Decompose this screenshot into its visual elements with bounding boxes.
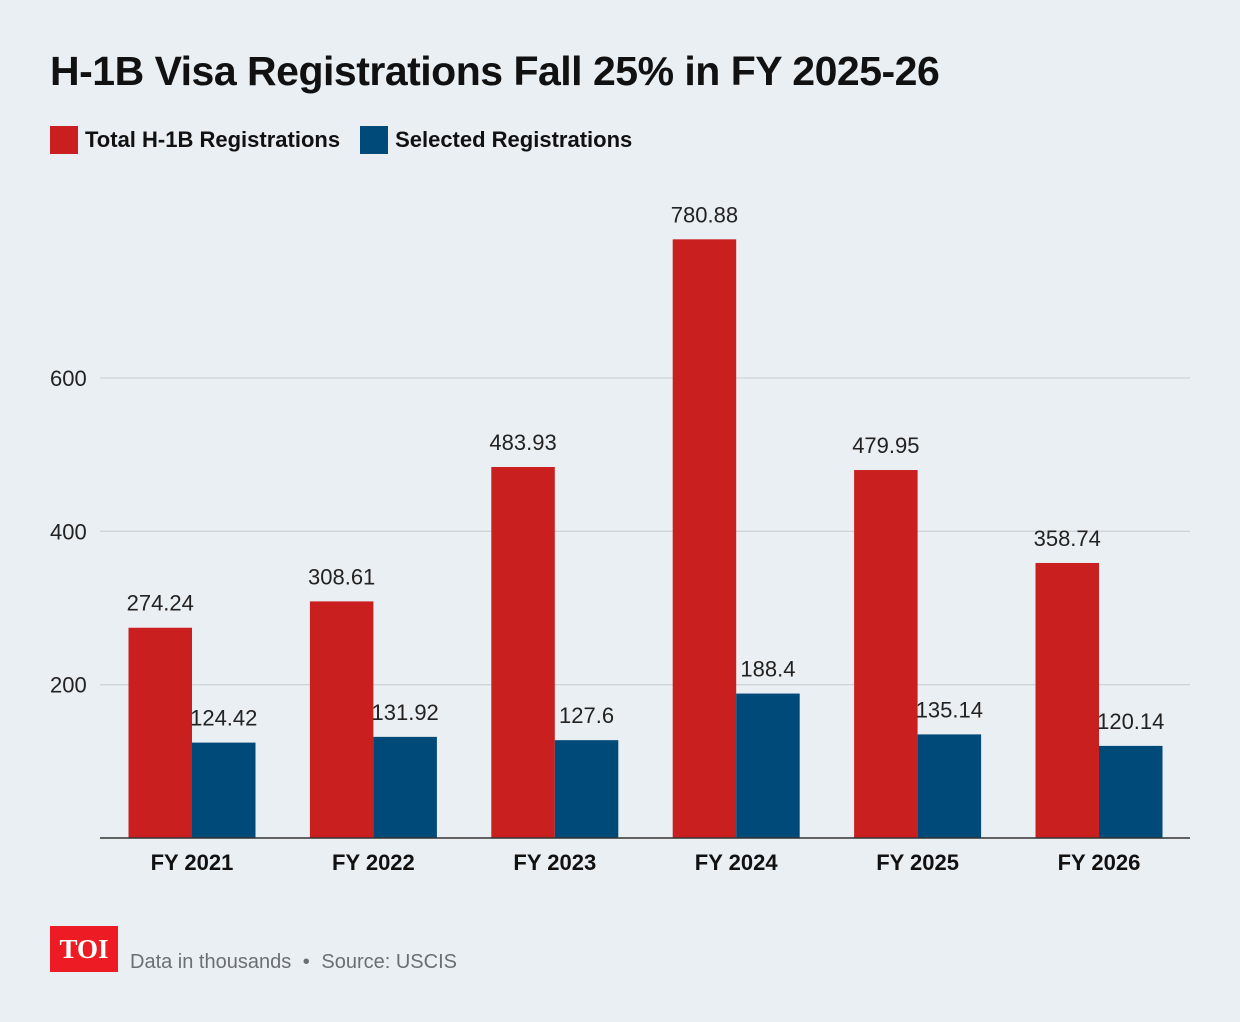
data-label: 274.24: [127, 591, 194, 616]
x-tick-label: FY 2024: [695, 850, 779, 875]
legend-item-total: Total H-1B Registrations: [50, 126, 340, 154]
source-note: Source: USCIS: [321, 951, 457, 973]
legend-swatch-selected: [360, 126, 389, 154]
data-label: 188.4: [740, 657, 795, 682]
bar-selected: [554, 740, 619, 838]
chart-title: H-1B Visa Registrations Fall 25% in FY 2…: [50, 48, 940, 94]
data-label: 131.92: [372, 700, 439, 725]
x-tick-label: FY 2025: [876, 850, 959, 875]
bar-selected: [736, 693, 800, 838]
legend-label-total: Total H-1B Registrations: [85, 127, 341, 152]
x-tick-label: FY 2022: [332, 850, 415, 875]
data-label: 479.95: [852, 433, 919, 458]
legend-item-selected: Selected Registrations: [360, 126, 632, 154]
data-label: 780.88: [671, 202, 738, 227]
data-label: 358.74: [1034, 526, 1101, 551]
y-tick-label: 400: [50, 519, 87, 544]
bar-selected: [1099, 745, 1163, 838]
footer: TOI Data in thousands • Source: USCIS: [50, 926, 457, 974]
data-label: 483.93: [489, 430, 556, 455]
legend-label-selected: Selected Registrations: [395, 127, 633, 152]
data-label: 135.14: [916, 697, 983, 722]
bar-total: [854, 470, 918, 838]
toi-logo: TOI: [50, 926, 118, 972]
x-tick-label: FY 2023: [513, 850, 596, 875]
data-label: 308.61: [308, 564, 375, 589]
data-label: 127.6: [559, 703, 614, 728]
bar-selected: [373, 736, 437, 838]
legend: Total H-1B Registrations Selected Regist…: [50, 126, 652, 154]
footer-note: Data in thousands • Source: USCIS: [130, 951, 457, 974]
bar-selected: [192, 742, 256, 838]
data-label: 120.14: [1097, 709, 1164, 734]
y-tick-label: 600: [50, 366, 87, 391]
bar-total: [491, 466, 555, 838]
y-tick-label: 200: [50, 673, 87, 698]
x-tick-label: FY 2021: [151, 850, 234, 875]
bar-total: [1035, 562, 1099, 838]
data-label: 124.42: [190, 706, 257, 731]
data-unit-note: Data in thousands: [130, 951, 292, 973]
bar-total: [128, 627, 192, 838]
separator: •: [302, 951, 310, 973]
bar-selected: [917, 734, 982, 838]
legend-swatch-total: [50, 126, 78, 154]
bar-total: [672, 239, 737, 839]
bar-total: [309, 601, 374, 838]
x-tick-label: FY 2026: [1058, 850, 1141, 875]
